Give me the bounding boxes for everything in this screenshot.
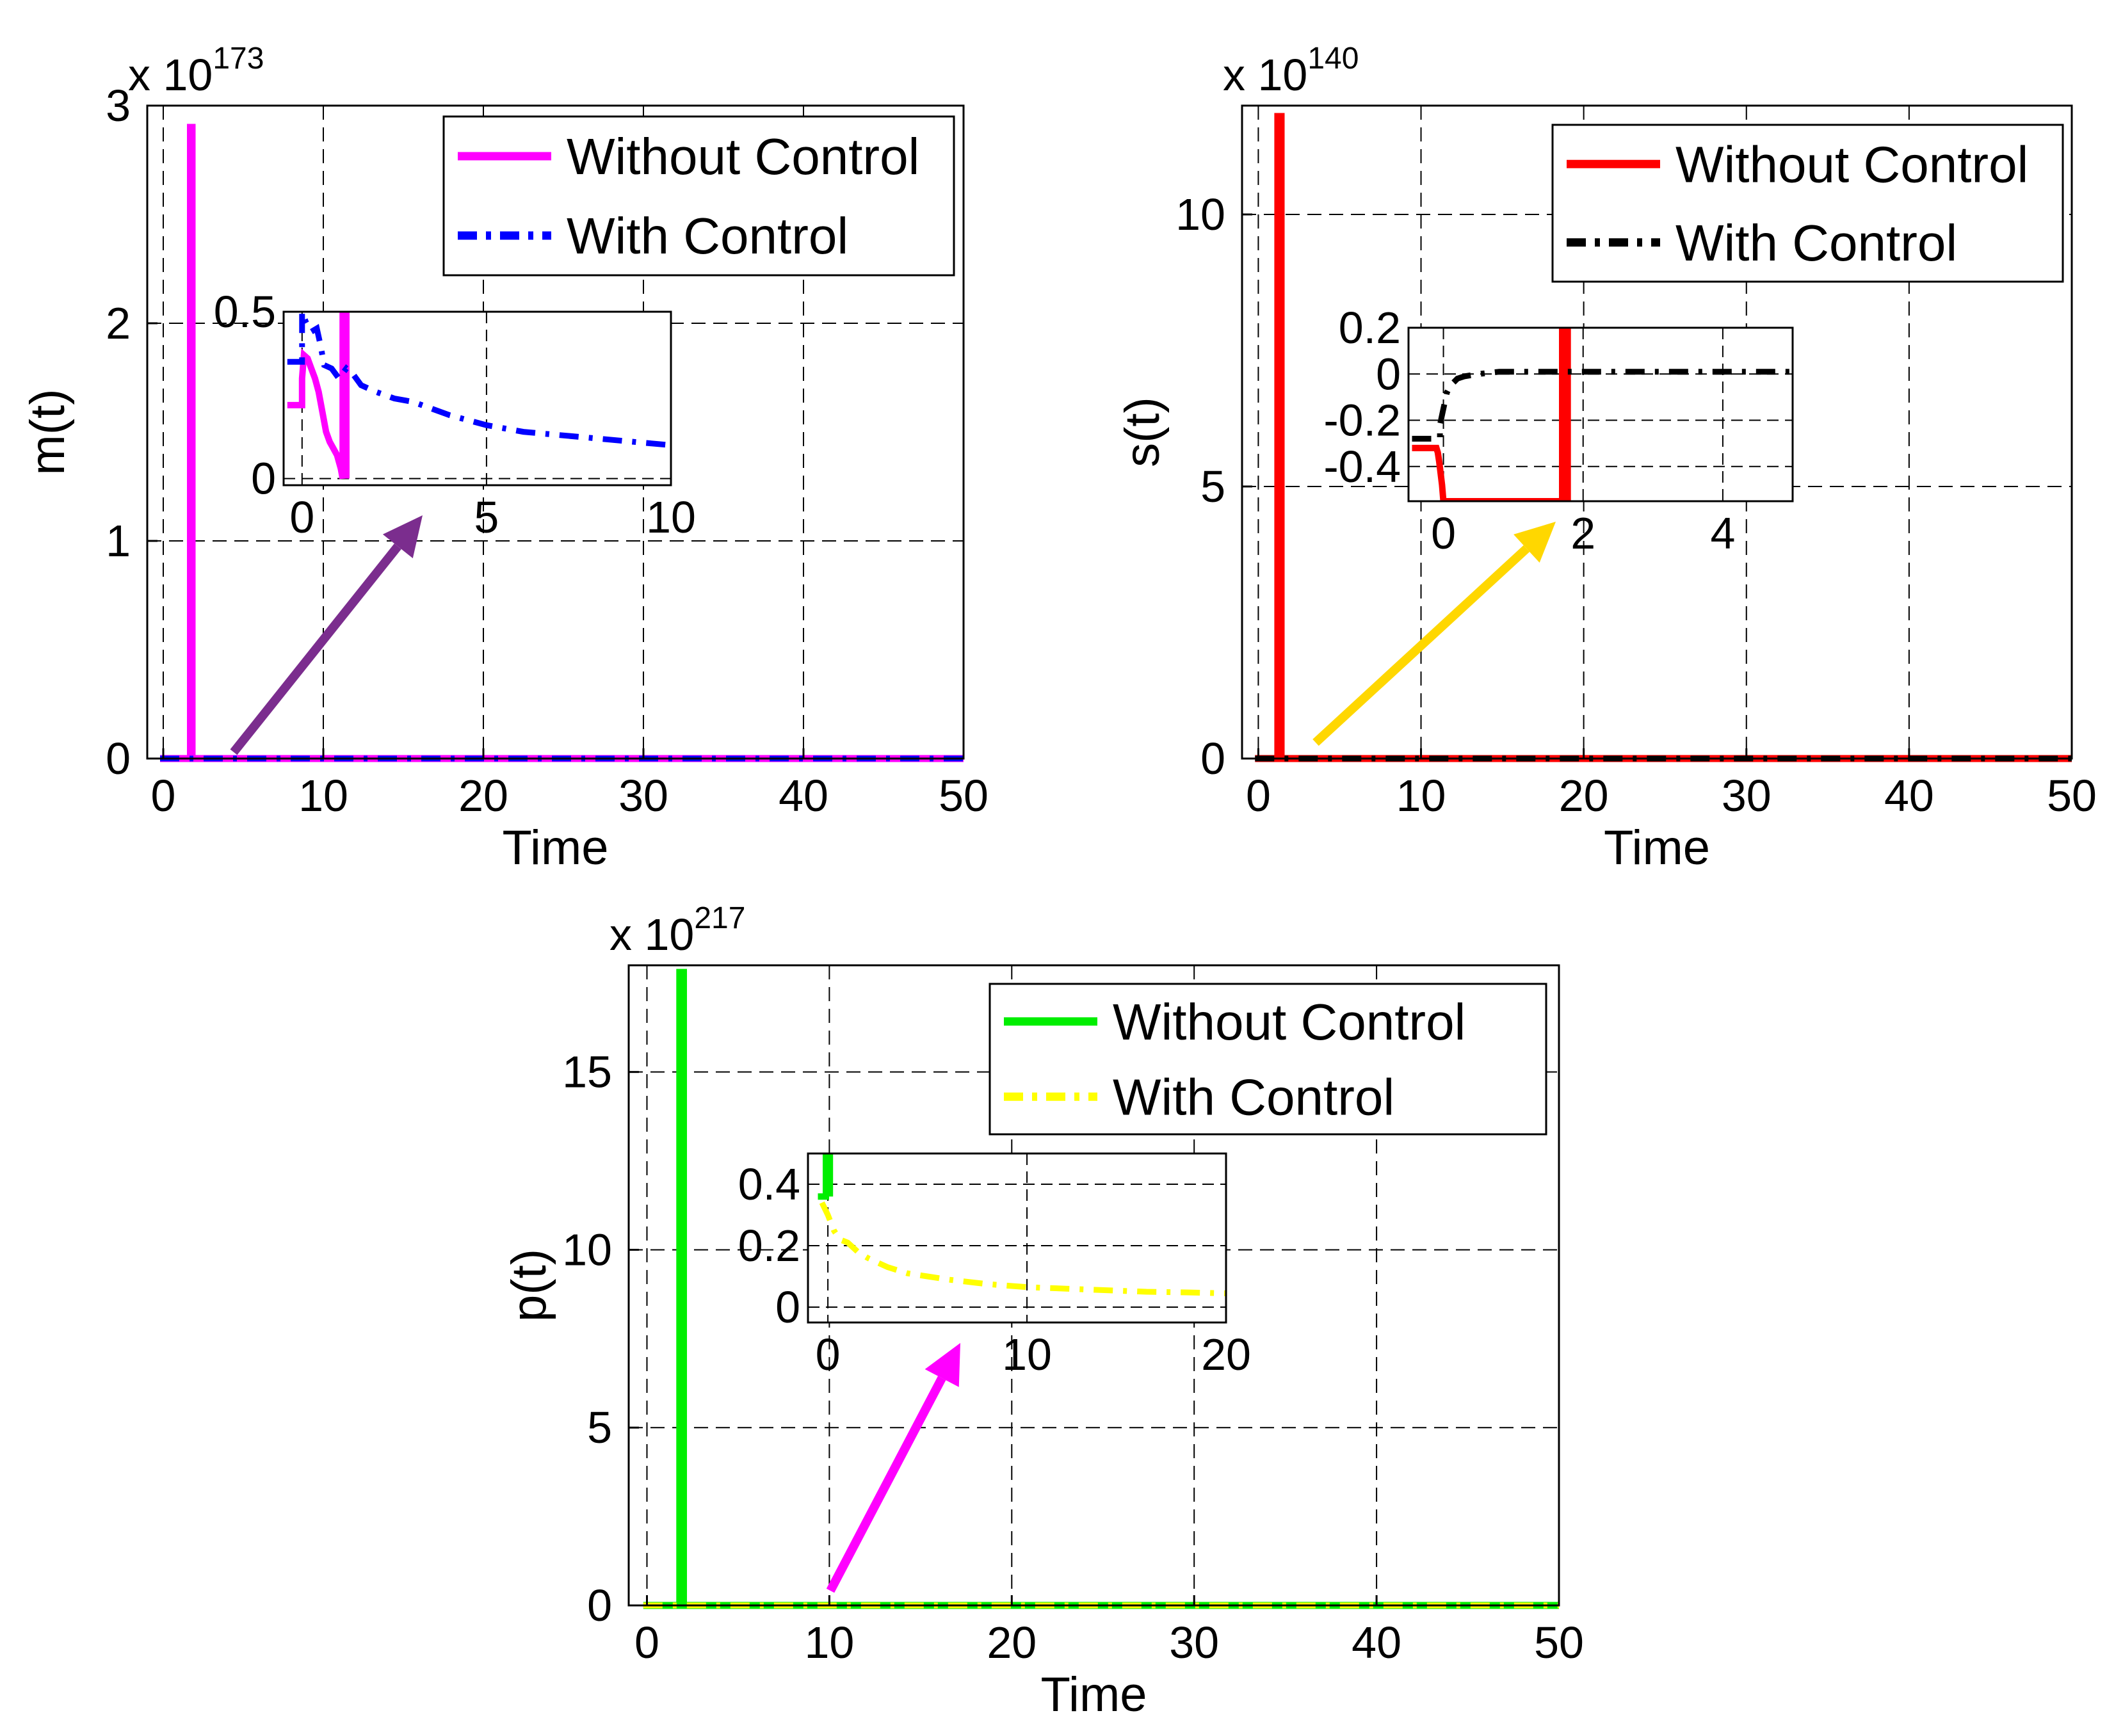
legend: Without Control With Control xyxy=(442,115,955,277)
inset-series xyxy=(287,312,671,479)
inset-y-tick-label: 0.4 xyxy=(738,1159,800,1209)
y-tick-label: 15 xyxy=(562,1047,612,1097)
zoom-arrow xyxy=(1312,545,1530,746)
inset-x-tick-label: 20 xyxy=(1201,1330,1251,1379)
inset-axes-box xyxy=(282,310,672,486)
y-tick-label: 5 xyxy=(1200,462,1225,511)
exponent-label: x 10173 xyxy=(128,42,264,100)
inset-series-line-with-control xyxy=(287,312,671,448)
zoom-arrow xyxy=(826,1376,946,1593)
zoom-arrow-head xyxy=(382,515,423,559)
inset-y-tick-label: 0.2 xyxy=(1339,303,1401,353)
inset-x-tick-label: 4 xyxy=(1710,508,1735,558)
y-tick-label: 0 xyxy=(587,1580,612,1630)
axes-box xyxy=(146,104,965,760)
x-tick-label: 50 xyxy=(1534,1618,1584,1668)
x-tick-label: 40 xyxy=(779,771,828,821)
legend-label-with-control: With Control xyxy=(1113,1068,1394,1125)
x-tick-label: 20 xyxy=(458,771,508,821)
legend-label-without-control: Without Control xyxy=(1113,993,1465,1050)
inset-y-tick-label: -0.4 xyxy=(1323,442,1401,492)
x-tick-label: 50 xyxy=(2047,771,2097,821)
inset-x-tick-label: 5 xyxy=(474,492,499,542)
x-tick-label: 50 xyxy=(939,771,989,821)
inset-y-tick-label: -0.2 xyxy=(1323,396,1401,446)
inset-x-tick-label: 0 xyxy=(1431,508,1456,558)
x-axis-label: Time xyxy=(1604,821,1710,875)
legend-label-with-control: With Control xyxy=(1675,214,1957,271)
legend-label-without-control: Without Control xyxy=(567,128,919,185)
inset-chart: 0 5 10 0 0.5 xyxy=(214,287,696,542)
x-tick-label: 10 xyxy=(298,771,348,821)
y-tick-label: 0 xyxy=(106,734,131,784)
inset-x-tick-label: 10 xyxy=(646,492,696,542)
legend: Without Control With Control xyxy=(1551,124,2064,283)
zoom-arrow-head xyxy=(924,1343,960,1387)
y-tick-label: 5 xyxy=(587,1402,612,1452)
x-tick-label: 40 xyxy=(1884,771,1934,821)
y-axis-label: m(t) xyxy=(20,389,75,475)
inset-series xyxy=(818,1153,1226,1296)
inset-plot-area xyxy=(808,1153,1226,1322)
inset-y-tick-label: 0 xyxy=(775,1282,800,1332)
exponent-label: x 10217 xyxy=(609,901,745,960)
inset-y-tick-label: 0 xyxy=(1376,349,1401,399)
inset-chart: 0 10 20 0 0.2 0.4 xyxy=(738,1152,1251,1379)
inset-series xyxy=(1412,328,1793,501)
chart-m: 0 10 20 30 40 50 0 1 2 3x 10173 Time m(t) 0 5 10 0 0.5 Wi… xyxy=(20,42,989,875)
inset-series-line-without-control xyxy=(818,1153,834,1200)
axes-box xyxy=(627,964,1560,1607)
x-tick-label: 10 xyxy=(804,1618,854,1668)
inset-series-line-without-control xyxy=(1412,328,1571,501)
zoom-arrow-head xyxy=(1514,522,1556,563)
x-tick-label: 30 xyxy=(1722,771,1772,821)
inset-y-tick-label: 0 xyxy=(251,454,276,504)
exponent-label: x 10140 xyxy=(1223,42,1359,100)
chart-p: 0 10 20 30 40 50 0 5 10 15 x 10217 Time p(t) 0 10 20 0 0.… xyxy=(502,901,1584,1722)
inset-plot-area xyxy=(1409,328,1793,501)
legend: Without Control With Control xyxy=(989,983,1547,1136)
x-tick-label: 20 xyxy=(1559,771,1609,821)
y-tick-label: 3 xyxy=(106,81,131,131)
legend-box xyxy=(989,983,1547,1136)
inset-x-tick-label: 10 xyxy=(1002,1330,1052,1379)
inset-chart: 0 2 40.20-0.2-0.4 xyxy=(1323,303,1794,558)
inset-series-line-with-control xyxy=(1412,369,1793,442)
y-tick-label: 10 xyxy=(1175,189,1225,239)
legend-label-without-control: Without Control xyxy=(1675,136,2028,193)
x-tick-label: 30 xyxy=(618,771,668,821)
axes-box xyxy=(1241,104,2073,760)
x-axis-label: Time xyxy=(502,821,608,875)
inset-x-tick-label: 0 xyxy=(816,1330,841,1379)
zoom-arrow xyxy=(230,543,401,755)
x-tick-label: 40 xyxy=(1352,1618,1401,1668)
inset-y-tick-label: 0.2 xyxy=(738,1221,800,1271)
y-tick-label: 0 xyxy=(1200,734,1225,784)
x-tick-label: 20 xyxy=(987,1618,1037,1668)
inset-y-tick-label: 0.5 xyxy=(214,287,276,337)
legend-box xyxy=(1551,124,2064,283)
inset-axes-box xyxy=(1407,326,1794,502)
x-tick-label: 30 xyxy=(1169,1618,1219,1668)
inset-x-tick-label: 2 xyxy=(1570,508,1595,558)
inset-axes-box xyxy=(807,1152,1227,1324)
y-axis-label: s(t) xyxy=(1115,397,1170,467)
y-axis-label: p(t) xyxy=(502,1249,556,1322)
y-tick-label: 1 xyxy=(106,516,131,566)
legend-label-with-control: With Control xyxy=(567,207,848,264)
inset-x-tick-label: 0 xyxy=(289,492,314,542)
y-tick-label: 2 xyxy=(106,298,131,348)
x-tick-label: 10 xyxy=(1396,771,1446,821)
x-tick-label: 0 xyxy=(634,1618,659,1668)
legend-box xyxy=(442,115,955,277)
x-axis-label: Time xyxy=(1040,1668,1147,1722)
x-tick-label: 0 xyxy=(1246,771,1271,821)
y-tick-label: 10 xyxy=(562,1225,612,1274)
x-tick-label: 0 xyxy=(151,771,176,821)
